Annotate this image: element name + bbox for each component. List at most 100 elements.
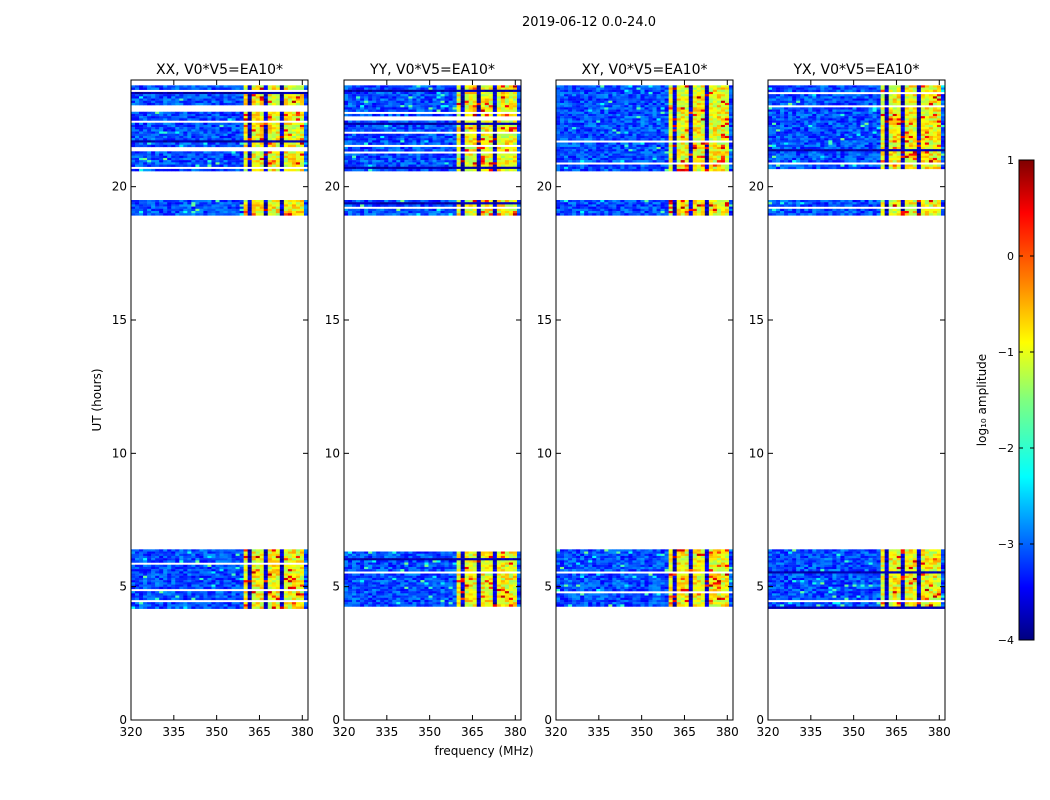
spectrum-cell (163, 549, 168, 552)
spectrum-cell (283, 168, 289, 172)
spectrum-cell (175, 135, 180, 139)
spectrum-cell (448, 551, 453, 554)
spectrum-cell (452, 91, 457, 95)
spectrum-cell (199, 151, 204, 154)
spectrum-cell (255, 160, 261, 163)
spectrum-cell (484, 200, 490, 203)
spectrum-cell (147, 580, 152, 583)
spectrum-cell (159, 553, 164, 557)
spectrum-cell (348, 202, 353, 205)
spectrum-cell (504, 107, 510, 110)
spectrum-cell (512, 127, 518, 130)
spectrum-cell (512, 558, 518, 561)
spectrum-cell (191, 560, 196, 563)
spectrum-cell (155, 96, 160, 99)
spectrum-cell (412, 213, 417, 216)
spectrum-cell (400, 208, 405, 212)
spectrum-cell (408, 597, 413, 601)
spectrum-cell (424, 208, 429, 212)
spectrum-cell (251, 124, 256, 128)
spectrum-cell (504, 553, 510, 557)
spectrum-cell (147, 151, 152, 154)
spectrum-cell (496, 202, 502, 205)
spectrum-cell (139, 573, 144, 576)
spectrum-cell (283, 96, 289, 99)
spectrum-cell (155, 129, 160, 132)
spectrum-cell (183, 122, 188, 126)
spectrum-cell (163, 113, 168, 117)
spectrum-cell (187, 129, 192, 132)
spectrum-cell (251, 558, 256, 561)
spectrum-cell (504, 127, 510, 130)
spectrum-cell (356, 133, 361, 137)
spectrum-cell (215, 138, 220, 141)
spectrum-cell (191, 153, 196, 156)
spectrum-cell (364, 597, 369, 601)
spectrum-cell (143, 135, 148, 139)
spectrum-cell (255, 593, 261, 596)
spectrum-cell (412, 91, 417, 95)
spectrum-cell (195, 200, 200, 203)
spectrum-cell (235, 571, 240, 574)
panel-1-block-3 (131, 85, 309, 172)
spectrum-cell (444, 564, 449, 568)
spectrum-cell (384, 551, 389, 554)
spectrum-cell (279, 91, 285, 95)
spectrum-cell (299, 208, 305, 212)
spectrum-cell (508, 96, 514, 99)
spectrum-cell (472, 584, 478, 587)
spectrum-cell (440, 98, 445, 101)
spectrum-cell (496, 555, 502, 559)
spectrum-cell (496, 211, 502, 214)
spectrum-cell (348, 602, 353, 605)
spectrum-cell (151, 549, 156, 552)
spectrum-cell (500, 120, 506, 123)
spectrum-cell (219, 575, 224, 579)
spectrum-cell (468, 553, 474, 557)
spectrum-cell (436, 573, 441, 576)
spectrum-cell (215, 569, 220, 572)
spectrum-cell (295, 549, 301, 552)
spectrum-cell (159, 564, 164, 568)
spectrum-cell (468, 105, 474, 108)
spectrum-cell (139, 211, 144, 214)
spectrum-cell (444, 133, 449, 137)
spectrum-cell (283, 551, 289, 554)
spectrum-cell (263, 573, 269, 576)
spectrum-cell (484, 105, 490, 108)
spectrum-cell (215, 200, 220, 203)
spectrum-cell (484, 122, 490, 126)
spectrum-cell (464, 105, 469, 108)
spectrum-cell (239, 593, 244, 596)
spectrum-cell (484, 89, 490, 93)
spectrum-cell (508, 98, 514, 101)
spectrum-cell (267, 135, 273, 139)
spectrum-cell (187, 564, 192, 568)
spectrum-cell (231, 122, 236, 126)
spectrum-cell (372, 582, 377, 585)
spectrum-cell (291, 580, 297, 583)
spectrum-cell (287, 597, 293, 601)
spectrum-cell (191, 118, 196, 121)
spectrum-cell (400, 138, 405, 141)
spectrum-cell (203, 98, 208, 101)
spectrum-cell (207, 204, 212, 207)
spectrum-cell (460, 551, 465, 554)
spectrum-cell (428, 595, 433, 598)
spectrum-cell (432, 107, 437, 110)
spectrum-cell (476, 133, 482, 137)
spectrum-cell (299, 575, 305, 579)
spectrum-cell (348, 109, 353, 112)
spectrum-cell (396, 604, 401, 607)
spectrum-cell (356, 584, 361, 587)
spectrum-cell (151, 604, 156, 607)
spectrum-cell (255, 602, 261, 605)
spectrum-cell (255, 200, 261, 203)
spectrum-cell (139, 138, 144, 141)
spectrum-cell (147, 206, 152, 209)
spectrum-cell (360, 109, 365, 112)
spectrum-cell (215, 602, 220, 605)
spectrum-cell (251, 566, 256, 570)
spectrum-cell (155, 560, 160, 563)
spectrum-cell (243, 122, 248, 126)
